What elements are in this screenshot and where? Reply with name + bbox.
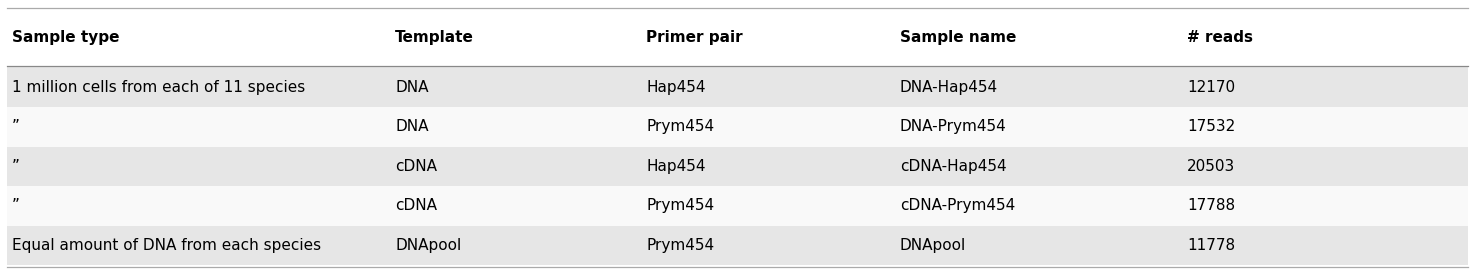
Text: 1 million cells from each of 11 species: 1 million cells from each of 11 species	[12, 80, 305, 95]
Text: Hap454: Hap454	[646, 159, 705, 174]
Text: Template: Template	[395, 30, 473, 45]
Bar	[7, 147, 1468, 186]
Text: Sample type: Sample type	[12, 30, 119, 45]
Text: 11778: 11778	[1187, 238, 1236, 253]
Text: DNA: DNA	[395, 80, 429, 95]
Text: cDNA: cDNA	[395, 199, 437, 213]
Text: Prym454: Prym454	[646, 119, 714, 134]
Text: 17532: 17532	[1187, 119, 1236, 134]
Text: ”: ”	[12, 159, 19, 174]
Text: DNA-Prym454: DNA-Prym454	[900, 119, 1006, 134]
Text: 12170: 12170	[1187, 80, 1236, 95]
Text: 17788: 17788	[1187, 199, 1236, 213]
Text: Sample name: Sample name	[900, 30, 1016, 45]
Bar	[7, 67, 1468, 107]
Text: # reads: # reads	[1187, 30, 1254, 45]
Text: cDNA-Prym454: cDNA-Prym454	[900, 199, 1015, 213]
Text: Equal amount of DNA from each species: Equal amount of DNA from each species	[12, 238, 322, 253]
Text: DNA-Hap454: DNA-Hap454	[900, 80, 999, 95]
Text: cDNA: cDNA	[395, 159, 437, 174]
Text: Hap454: Hap454	[646, 80, 705, 95]
Text: cDNA-Hap454: cDNA-Hap454	[900, 159, 1006, 174]
Bar	[7, 186, 1468, 226]
Text: DNApool: DNApool	[395, 238, 462, 253]
Text: ”: ”	[12, 119, 19, 134]
Text: 20503: 20503	[1187, 159, 1236, 174]
Bar	[7, 226, 1468, 265]
Text: Prym454: Prym454	[646, 199, 714, 213]
Text: ”: ”	[12, 199, 19, 213]
Text: Prym454: Prym454	[646, 238, 714, 253]
Bar	[7, 107, 1468, 147]
Text: DNApool: DNApool	[900, 238, 966, 253]
Text: DNA: DNA	[395, 119, 429, 134]
Text: Primer pair: Primer pair	[646, 30, 743, 45]
